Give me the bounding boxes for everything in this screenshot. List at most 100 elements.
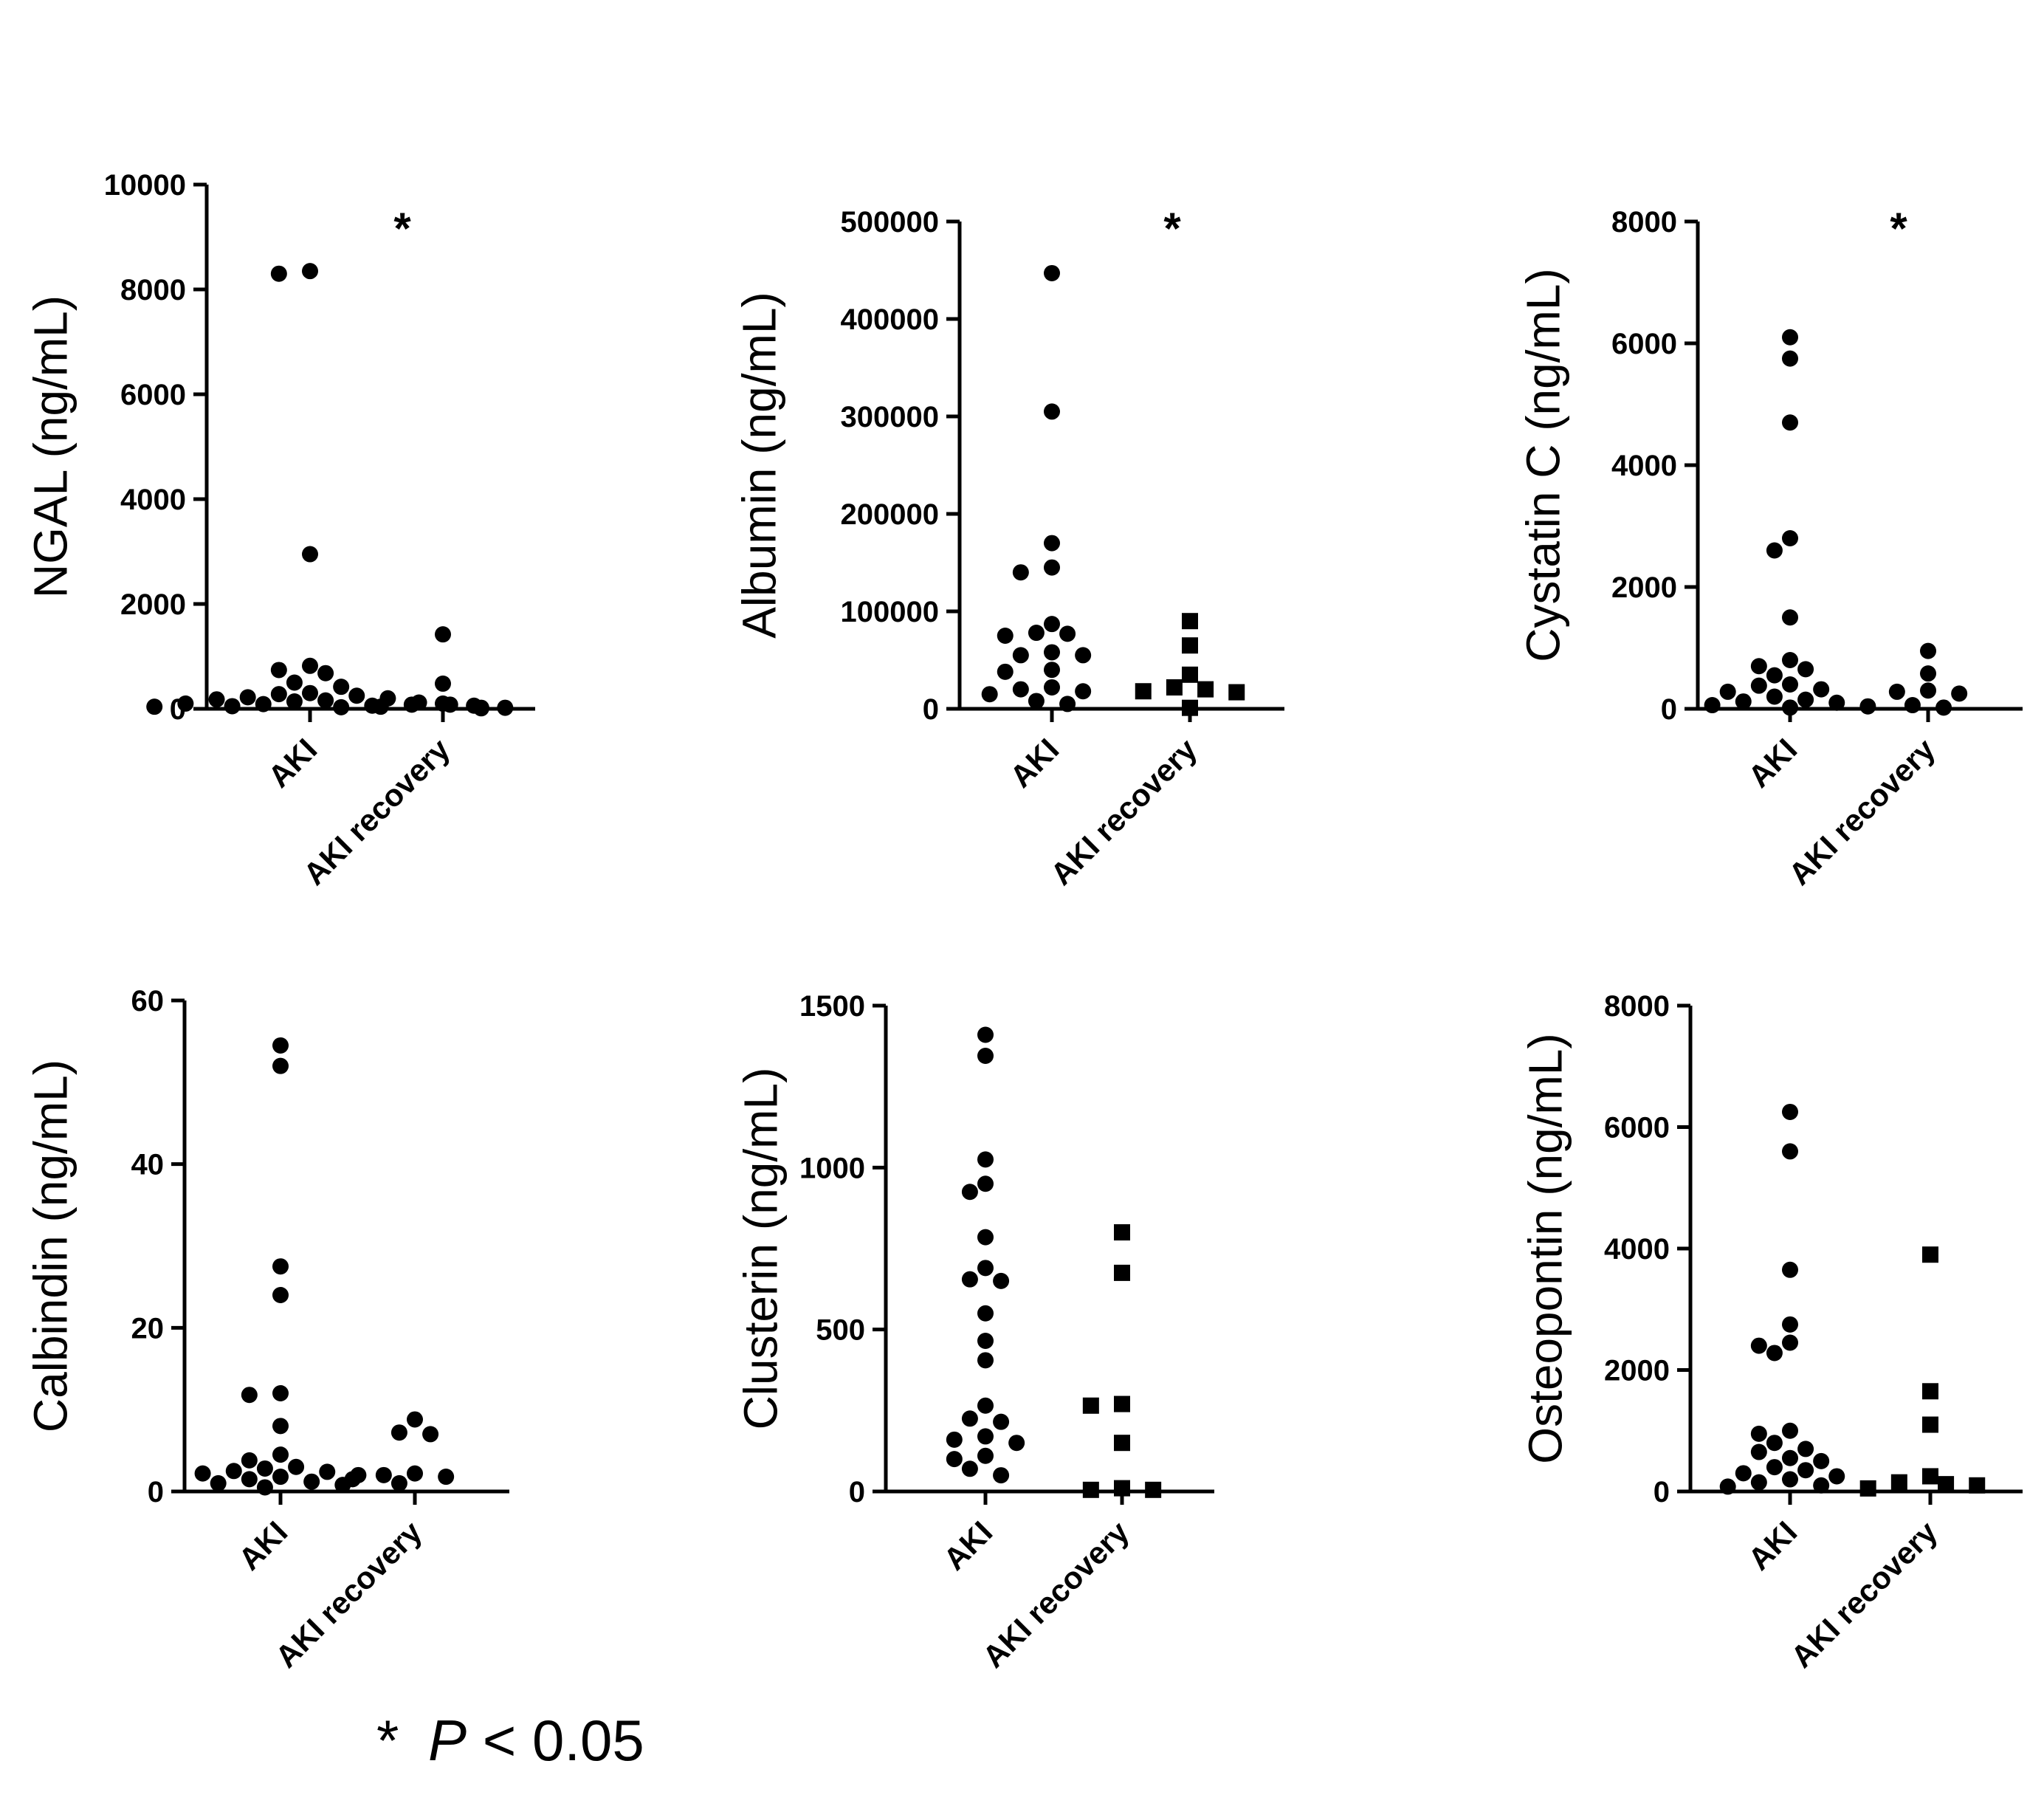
y-tick-label: 8000: [120, 274, 186, 306]
data-point-square: [1135, 683, 1152, 700]
y-tick-label: 6000: [120, 379, 186, 411]
footnote-p: P: [428, 1708, 467, 1773]
data-point-circle: [208, 691, 225, 708]
data-point-circle: [1044, 535, 1060, 552]
data-point-circle: [1750, 1337, 1767, 1354]
data-point-circle: [1012, 681, 1029, 698]
y-tick-label: 500: [816, 1314, 865, 1347]
x-category-label: AKI: [232, 1514, 294, 1576]
data-point-circle: [333, 698, 350, 715]
panel-3: 0 2000 4000 6000 8000 Cystatin C (ng/mL) AKIAK…: [1516, 204, 2023, 892]
data-point-circle: [303, 1473, 320, 1490]
y-axis-title: Osteopontin (ng/mL): [1518, 1033, 1572, 1463]
data-point-square: [1114, 1480, 1130, 1497]
data-point-circle: [1766, 1459, 1783, 1476]
data-point-circle: [1719, 683, 1736, 700]
data-point-circle: [1044, 662, 1060, 679]
x-category-label: AKI recovery: [1782, 732, 1942, 892]
y-axis-title: Calbindin (ng/mL): [24, 1060, 77, 1432]
y-tick-label: 60: [131, 985, 165, 1017]
data-point-circle: [1813, 1477, 1830, 1494]
data-point-circle: [435, 675, 451, 692]
y-tick-label: 8000: [1604, 990, 1670, 1023]
data-point-circle: [302, 657, 318, 674]
data-point-square: [1166, 679, 1183, 696]
y-tick-label: 4000: [1604, 1233, 1670, 1266]
data-point-circle: [270, 662, 287, 679]
data-point-circle: [270, 265, 287, 282]
footnote-rest: < 0.05: [483, 1708, 644, 1773]
y-axis-title: Cystatin C (ng/mL): [1516, 268, 1569, 662]
data-point-circle: [272, 1418, 289, 1435]
data-point-circle: [270, 686, 287, 703]
data-point-circle: [1059, 625, 1076, 642]
y-tick-label: 4000: [1611, 450, 1677, 482]
data-point-circle: [1028, 693, 1045, 710]
data-point-circle: [946, 1431, 963, 1448]
data-point-circle: [1012, 564, 1029, 581]
y-tick-label: 300000: [841, 401, 939, 433]
data-point-circle: [348, 687, 365, 704]
data-point-circle: [372, 698, 389, 715]
y-tick-label: 0: [849, 1476, 865, 1508]
data-point-circle: [1044, 403, 1060, 420]
data-point-circle: [1782, 676, 1798, 693]
data-point-circle: [344, 1471, 361, 1488]
y-tick-label: 20: [131, 1312, 165, 1345]
data-point-circle: [1888, 683, 1905, 700]
footnote-star: *: [376, 1708, 399, 1773]
data-point-circle: [272, 1385, 289, 1401]
data-point-square: [1182, 699, 1198, 716]
data-point-circle: [1782, 329, 1798, 346]
data-point-circle: [977, 1352, 994, 1369]
y-tick-label: 8000: [1611, 206, 1677, 238]
data-point-circle: [1750, 658, 1767, 675]
data-point-circle: [497, 699, 514, 716]
data-point-circle: [1782, 530, 1798, 546]
data-point-square: [1182, 666, 1198, 683]
x-category-label: AKI: [937, 1514, 999, 1576]
data-point-circle: [1008, 1435, 1025, 1452]
data-point-circle: [993, 1413, 1010, 1430]
data-point-circle: [1828, 694, 1845, 711]
data-point-circle: [288, 1458, 305, 1475]
data-point-circle: [977, 1333, 994, 1350]
data-point-circle: [977, 1151, 994, 1168]
data-point-circle: [1766, 667, 1783, 684]
x-category-label: AKI recovery: [1044, 732, 1204, 892]
data-point-circle: [272, 1037, 289, 1054]
y-tick-label: 0: [1661, 693, 1677, 726]
data-point-circle: [225, 1463, 242, 1480]
y-tick-label: 1000: [799, 1152, 865, 1184]
data-point-circle: [1935, 699, 1952, 716]
data-point-circle: [256, 1460, 273, 1477]
y-tick-label: 0: [1654, 1476, 1670, 1508]
data-point-circle: [422, 1426, 439, 1443]
data-point-circle: [1044, 264, 1060, 281]
data-point-circle: [317, 692, 334, 709]
data-point-circle: [977, 1229, 994, 1246]
data-point-circle: [1766, 1435, 1783, 1452]
data-point-circle: [241, 1452, 258, 1469]
data-point-circle: [224, 698, 241, 715]
y-tick-label: 2000: [120, 588, 186, 621]
data-point-circle: [302, 684, 318, 701]
data-point-circle: [977, 1447, 994, 1464]
data-point-circle: [1075, 683, 1092, 700]
data-point-square: [1082, 1397, 1099, 1414]
data-point-circle: [961, 1184, 978, 1201]
data-point-circle: [961, 1410, 978, 1427]
data-point-circle: [1012, 647, 1029, 664]
data-point-circle: [1782, 1261, 1798, 1278]
y-tick-label: 4000: [120, 484, 186, 516]
data-point-circle: [390, 1474, 407, 1491]
y-tick-label: 0: [148, 1476, 164, 1508]
data-point-circle: [1766, 1345, 1783, 1362]
y-axis-title: NGAL (ng/mL): [24, 295, 77, 598]
data-point-circle: [286, 674, 303, 691]
data-point-square: [1922, 1383, 1938, 1400]
data-point-square: [1922, 1468, 1938, 1485]
data-point-circle: [961, 1460, 978, 1477]
